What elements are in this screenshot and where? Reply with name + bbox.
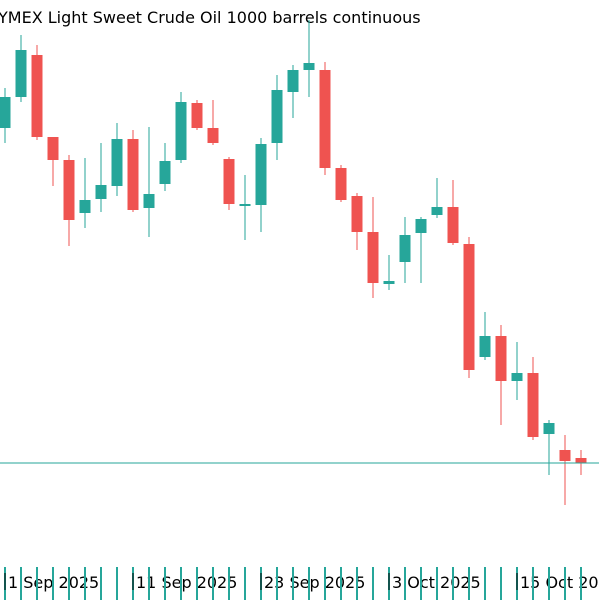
candle-body	[63, 160, 75, 220]
candle-body	[15, 50, 27, 97]
candle-body	[223, 159, 235, 204]
candle-body	[543, 423, 555, 434]
candle-body	[175, 102, 187, 160]
candle-body	[271, 90, 283, 143]
candle-body	[399, 235, 411, 262]
candle-body	[287, 70, 299, 92]
candle-body	[303, 63, 315, 70]
candle-body	[191, 103, 203, 128]
x-tick-label: 23 Sep 2025	[264, 573, 365, 592]
candle-body	[383, 281, 395, 284]
candle-body	[207, 128, 219, 143]
candle-body	[463, 244, 475, 370]
candle-body	[95, 185, 107, 199]
candle-body	[335, 168, 347, 200]
candle-body	[255, 144, 267, 205]
candle-body	[47, 137, 59, 160]
candle-body	[79, 200, 91, 213]
candle-body	[431, 207, 443, 215]
candle-body	[351, 196, 363, 232]
candle-body	[575, 458, 587, 463]
candle-body	[143, 194, 155, 208]
candle-body	[159, 161, 171, 184]
x-tick-label: 15 Oct 2025	[520, 573, 599, 592]
candle-body	[495, 336, 507, 381]
candle-body	[415, 219, 427, 233]
x-tick-label: 11 Sep 2025	[136, 573, 237, 592]
candle-body	[511, 373, 523, 381]
chart-title: YMEX Light Sweet Crude Oil 1000 barrels …	[0, 8, 421, 27]
candle-body	[0, 97, 11, 128]
candle-body	[319, 70, 331, 168]
candle-body	[239, 204, 251, 206]
candle-body	[127, 139, 139, 210]
candle-body	[111, 139, 123, 186]
candle-body	[447, 207, 459, 243]
candle-body	[527, 373, 539, 437]
candle-body	[479, 336, 491, 357]
candle-body	[367, 232, 379, 283]
candle-body	[31, 55, 43, 137]
candle-body	[559, 450, 571, 461]
